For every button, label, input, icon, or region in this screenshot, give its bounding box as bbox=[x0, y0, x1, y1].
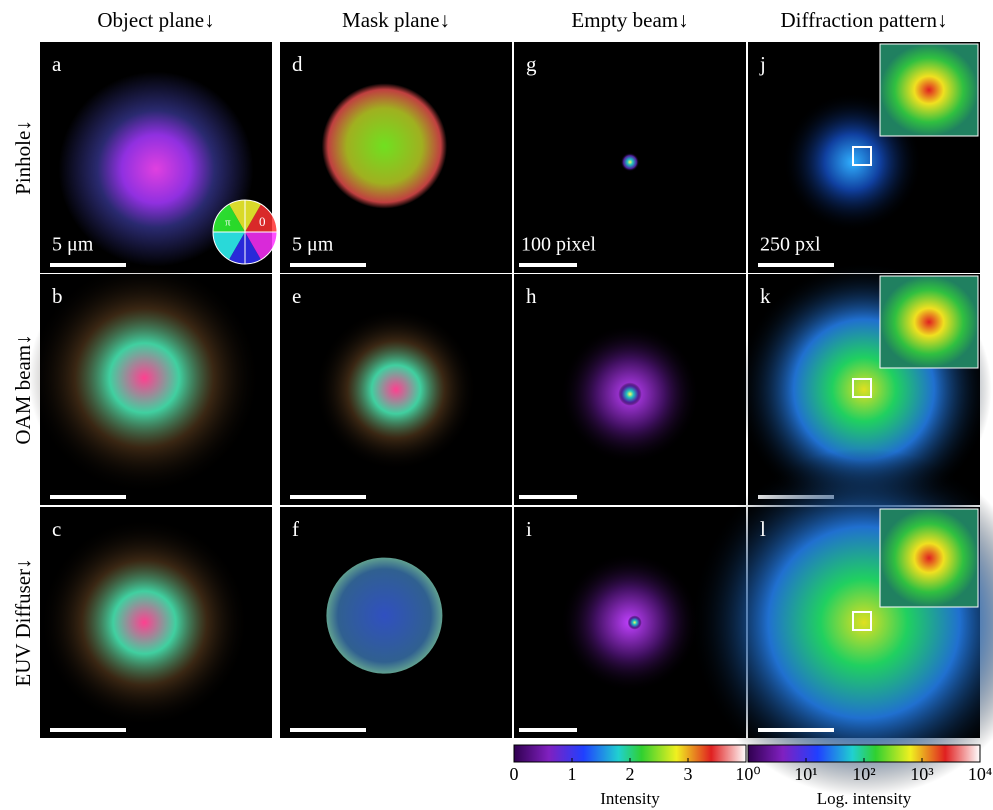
panel-letter: h bbox=[526, 284, 537, 308]
panel-letter: a bbox=[52, 52, 62, 76]
colorbar-tick-label: 10¹ bbox=[794, 764, 817, 784]
inset-zoom bbox=[880, 276, 978, 368]
panel-letter: k bbox=[760, 284, 771, 308]
colorbar-tick-label: 10³ bbox=[910, 764, 934, 784]
column-header: Mask plane↓ bbox=[342, 8, 450, 32]
image-content bbox=[621, 153, 640, 172]
image-content bbox=[326, 558, 442, 674]
image-content bbox=[315, 308, 477, 470]
panel-letter: e bbox=[292, 284, 301, 308]
panel-letter: d bbox=[292, 52, 303, 76]
image-content bbox=[322, 83, 447, 208]
row-label: Pinhole↓ bbox=[11, 120, 35, 195]
image-content bbox=[40, 518, 249, 727]
colorbar-tick-label: 10⁰ bbox=[735, 764, 760, 784]
panel-letter: c bbox=[52, 517, 61, 541]
image-content bbox=[618, 383, 641, 406]
colorbar-tick-label: 0 bbox=[510, 764, 519, 784]
inset-zoom bbox=[880, 44, 978, 136]
phase-label: π bbox=[225, 217, 231, 229]
panel-letter: b bbox=[52, 284, 63, 308]
scale-label: 5 μm bbox=[292, 234, 334, 256]
row-label: EUV Diffuser↓ bbox=[11, 558, 35, 686]
panel-letter: g bbox=[526, 52, 537, 76]
scale-label: 100 pixel bbox=[521, 234, 596, 256]
panel-letter: j bbox=[759, 52, 766, 76]
inset-zoom bbox=[880, 509, 978, 607]
column-header: Object plane↓ bbox=[97, 8, 214, 32]
phase-label: 0 bbox=[259, 214, 266, 229]
colorbar-tick-label: 10⁴ bbox=[968, 764, 992, 784]
column-header: Empty beam↓ bbox=[571, 8, 688, 32]
panel-letter: f bbox=[292, 517, 299, 541]
image-content bbox=[28, 262, 260, 494]
scale-label: 5 μm bbox=[52, 234, 94, 256]
colorbar-tick-label: 1 bbox=[568, 764, 577, 784]
panel-letter: i bbox=[526, 517, 532, 541]
panel-letter: l bbox=[760, 517, 766, 541]
colorbar-tick-label: 10² bbox=[852, 764, 875, 784]
scale-label: 250 pxl bbox=[760, 234, 821, 256]
colorbar-title: Log. intensity bbox=[817, 789, 912, 808]
colorbar-tick-label: 2 bbox=[626, 764, 635, 784]
figure: Object plane↓ Mask plane↓ Empty beam↓ Diffr… bbox=[0, 0, 993, 810]
colorbar-title: Intensity bbox=[600, 789, 660, 808]
column-header: Diffraction pattern↓ bbox=[781, 8, 948, 32]
image-content bbox=[628, 616, 642, 630]
colorbar-tick-label: 3 bbox=[684, 764, 693, 784]
